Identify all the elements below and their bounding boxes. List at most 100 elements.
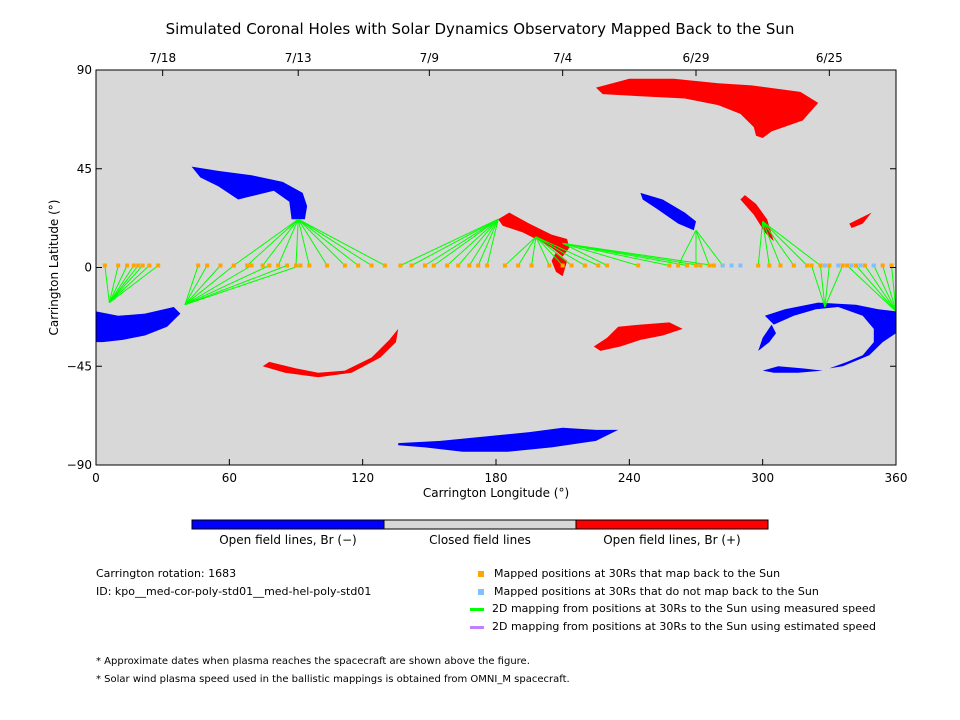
mapping-line-6-0 bbox=[677, 229, 697, 266]
y-tick-label-0: −90 bbox=[67, 458, 92, 472]
mapped-marker-icon bbox=[478, 571, 484, 577]
mapped-point-2-9 bbox=[369, 263, 374, 268]
colorbar-closed bbox=[383, 519, 577, 530]
mapped-point-7-1 bbox=[767, 263, 772, 268]
mapped-point-4-7 bbox=[596, 263, 601, 268]
mapping-line-7-4 bbox=[762, 221, 808, 266]
unmapped-point-5 bbox=[849, 263, 854, 268]
coronal-hole-negative-0 bbox=[191, 166, 308, 220]
mapped-point-2-3 bbox=[276, 263, 281, 268]
mapping-line-8-0 bbox=[811, 265, 826, 308]
mapped-point-7-0 bbox=[756, 263, 761, 268]
mapping-line-2-6 bbox=[297, 218, 328, 266]
mapping-line-4-7 bbox=[535, 236, 599, 266]
mapped-point-6-0 bbox=[676, 263, 681, 268]
coronal-hole-positive-7 bbox=[596, 78, 819, 138]
mapping-line-4-1 bbox=[517, 236, 537, 266]
colorbar-closed-label: Closed field lines bbox=[429, 533, 531, 547]
axes: 0 60 120 180 240 300 360 −90 −45 0 45 90 7/18 7/13 7/9… bbox=[47, 51, 907, 500]
mapped-point-3-4 bbox=[445, 263, 450, 268]
mapping-line-7-3 bbox=[762, 221, 795, 266]
mapping-line-5-0 bbox=[562, 242, 608, 266]
unmapped-point-0 bbox=[720, 263, 725, 268]
mapping-line-0-2 bbox=[108, 265, 128, 303]
mapped-point-8-1 bbox=[818, 263, 823, 268]
mapping-line-3-1 bbox=[411, 218, 499, 266]
mapped-point-1-2 bbox=[218, 263, 223, 268]
mapped-point-2-6 bbox=[325, 263, 330, 268]
measured-line-icon bbox=[470, 607, 484, 611]
mapping-line-0-4 bbox=[108, 265, 139, 303]
mapping-line-3-6 bbox=[468, 218, 499, 266]
mapping-line-2-4 bbox=[295, 219, 299, 266]
note-speed: * Solar wind plasma speed used in the ba… bbox=[96, 674, 570, 685]
colorbar-negative-label: Open field lines, Br (−) bbox=[219, 533, 357, 547]
mapped-point-3-7 bbox=[476, 263, 481, 268]
mapping-line-2-7 bbox=[297, 218, 346, 266]
coronal-hole-positive-12 bbox=[262, 328, 399, 378]
mapping-line-4-2 bbox=[531, 236, 537, 266]
mapped-point-7-3 bbox=[791, 263, 796, 268]
top-date-label-4: 6/29 bbox=[683, 51, 710, 65]
mapping-line-6-3 bbox=[695, 229, 724, 266]
mapping-line-3-4 bbox=[446, 218, 499, 266]
mapping-line-1-2 bbox=[184, 265, 221, 306]
mapping-line-0-7 bbox=[109, 265, 159, 304]
mapped-point-2-2 bbox=[260, 263, 265, 268]
coronal-hole-positive-13 bbox=[593, 322, 683, 351]
legend-mapped-label: Mapped positions at 30Rs that map back t… bbox=[494, 567, 781, 580]
legend-mapped: Mapped positions at 30Rs that map back t… bbox=[476, 567, 780, 580]
mapping-line-1-6 bbox=[184, 265, 288, 306]
mapped-point-9-0 bbox=[845, 263, 850, 268]
x-tick-label-1: 60 bbox=[222, 471, 237, 485]
mapping-line-2-8 bbox=[297, 218, 359, 266]
top-date-label-1: 7/13 bbox=[285, 51, 312, 65]
top-date-label-5: 6/25 bbox=[816, 51, 843, 65]
mapped-point-4-1 bbox=[516, 263, 521, 268]
legend-not-mapped: Mapped positions at 30Rs that do not map… bbox=[476, 585, 819, 598]
mapping-line-4-4 bbox=[535, 236, 564, 266]
mapped-point-0-0 bbox=[102, 263, 107, 268]
mapped-point-3-6 bbox=[467, 263, 472, 268]
coronal-hole-negative-3 bbox=[640, 192, 696, 231]
mapping-lines bbox=[104, 218, 897, 312]
mapping-line-9-2 bbox=[864, 265, 897, 312]
mapped-point-5-0 bbox=[605, 263, 610, 268]
unmapped-point-3 bbox=[822, 263, 827, 268]
mapping-line-8-1 bbox=[819, 265, 826, 308]
legend-estimated: 2D mapping from positions at 30Rs to the… bbox=[470, 620, 876, 633]
legend-measured-label: 2D mapping from positions at 30Rs to the… bbox=[492, 602, 876, 615]
note-dates: * Approximate dates when plasma reaches … bbox=[96, 656, 530, 667]
mapped-point-4-0 bbox=[502, 263, 507, 268]
coronal-hole-positive-11 bbox=[849, 212, 872, 228]
mapping-line-7-1 bbox=[762, 221, 770, 266]
estimated-line-icon bbox=[470, 625, 484, 629]
mapped-point-2-5 bbox=[307, 263, 312, 268]
mapping-line-2-10 bbox=[297, 218, 386, 266]
mapped-point-0-3 bbox=[131, 263, 136, 268]
y-tick-label-3: 45 bbox=[77, 162, 92, 176]
mapping-line-0-1 bbox=[108, 265, 119, 303]
x-tick-label-4: 240 bbox=[618, 471, 641, 485]
mapped-point-1-7 bbox=[298, 263, 303, 268]
mapped-point-3-3 bbox=[431, 263, 436, 268]
mapped-point-2-7 bbox=[342, 263, 347, 268]
mapping-line-9-5 bbox=[891, 265, 897, 312]
mapped-point-2-1 bbox=[245, 263, 250, 268]
mapping-line-7-0 bbox=[757, 221, 764, 266]
chart-title: Simulated Coronal Holes with Solar Dynam… bbox=[165, 20, 795, 38]
mapping-line-9-0 bbox=[846, 265, 897, 312]
unmapped-point-7 bbox=[871, 263, 876, 268]
x-tick-label-5: 300 bbox=[751, 471, 774, 485]
mapping-line-9-1 bbox=[855, 265, 897, 312]
unmapped-point-4 bbox=[836, 263, 841, 268]
top-date-label-2: 7/9 bbox=[420, 51, 439, 65]
mapped-point-0-7 bbox=[156, 263, 161, 268]
legend-measured: 2D mapping from positions at 30Rs to the… bbox=[470, 602, 876, 615]
legend-not-mapped-label: Mapped positions at 30Rs that do not map… bbox=[494, 585, 819, 598]
coronal-hole-negative-6 bbox=[762, 366, 823, 373]
mapped-point-5-1 bbox=[636, 263, 641, 268]
mapping-line-2-1 bbox=[246, 218, 299, 266]
mapping-line-2-3 bbox=[277, 219, 299, 266]
mapping-line-2-0 bbox=[233, 218, 299, 266]
